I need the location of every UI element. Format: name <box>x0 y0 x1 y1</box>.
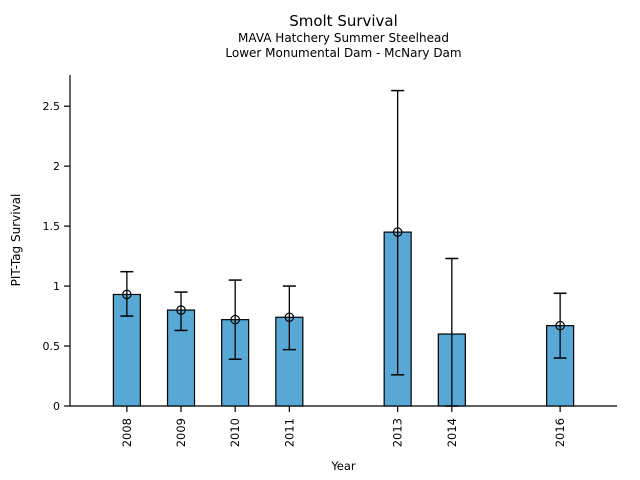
y-axis-label: PIT-Tag Survival <box>9 193 23 287</box>
point-estimate-marker <box>176 305 186 315</box>
x-tick-label: 2009 <box>174 418 188 447</box>
point-estimate-marker <box>230 314 240 325</box>
point-estimate-marker <box>555 320 565 331</box>
x-tick-label: 2011 <box>282 418 296 447</box>
y-tick-label: 0.5 <box>43 340 61 353</box>
x-axis-label: Year <box>331 459 356 473</box>
x-tick-label: 2013 <box>391 418 405 447</box>
point-estimate-marker <box>392 227 403 237</box>
x-tick-label: 2008 <box>120 418 134 447</box>
y-tick-label: 2 <box>53 160 60 173</box>
x-tick-label: 2016 <box>553 418 567 447</box>
y-tick-label: 0 <box>53 400 60 413</box>
x-tick-label: 2014 <box>445 418 459 447</box>
y-tick-label: 1 <box>53 280 60 293</box>
chart-subtitle-line2: Lower Monumental Dam - McNary Dam <box>225 46 462 60</box>
point-estimate-marker <box>284 312 295 323</box>
chart-subtitle-line1: MAVA Hatchery Summer Steelhead <box>238 31 449 45</box>
chart-title: Smolt Survival <box>289 12 398 30</box>
y-tick-label: 1.5 <box>43 220 61 233</box>
x-tick-label: 2010 <box>228 418 242 447</box>
y-tick-label: 2.5 <box>43 100 61 113</box>
point-estimate-marker <box>122 289 132 300</box>
